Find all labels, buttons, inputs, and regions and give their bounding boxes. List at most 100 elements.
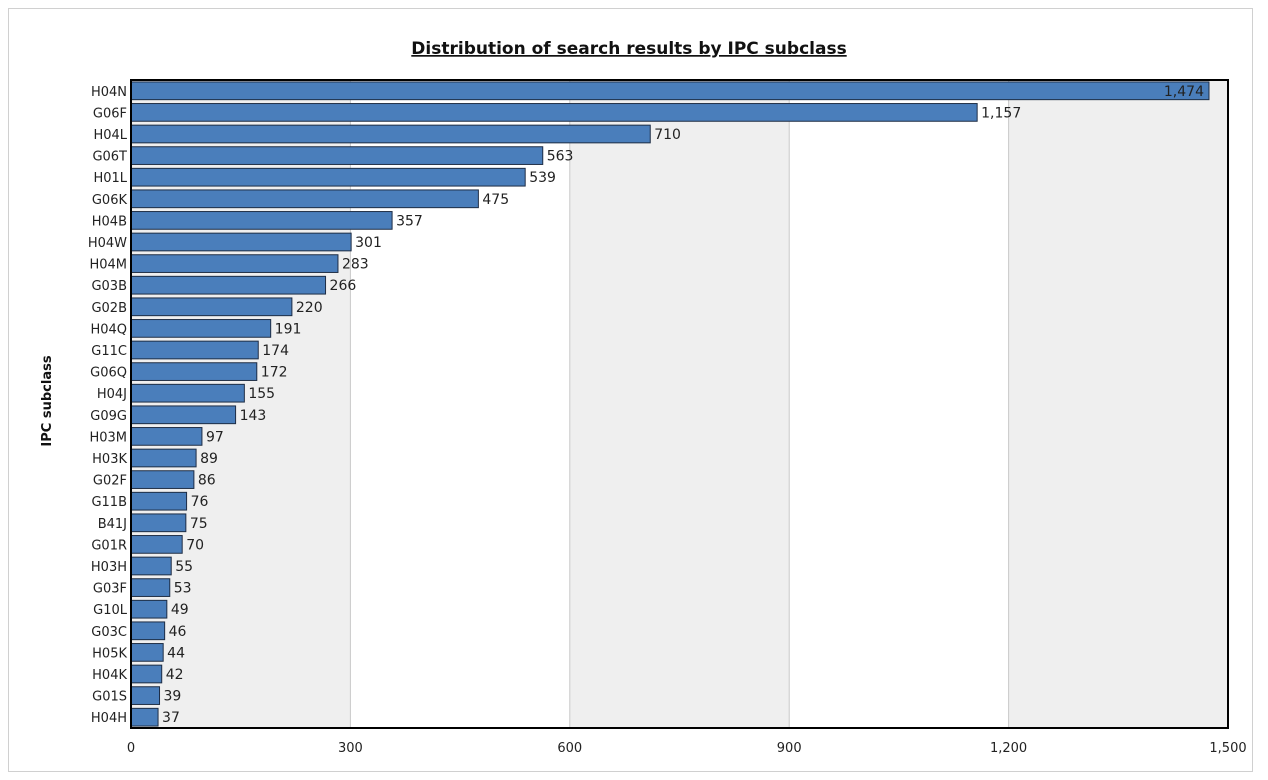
value-label: 46 bbox=[169, 624, 187, 640]
value-label: 89 bbox=[200, 451, 218, 467]
value-label: 283 bbox=[342, 257, 369, 273]
category-label: H05K bbox=[92, 646, 127, 661]
plot-band bbox=[569, 80, 790, 728]
category-label: H04H bbox=[91, 711, 127, 726]
bar-g03f[interactable] bbox=[130, 578, 171, 597]
bar-g03c[interactable] bbox=[130, 621, 166, 641]
plot-band bbox=[1008, 80, 1228, 728]
bar-g09g[interactable] bbox=[130, 405, 237, 425]
bar-h04k[interactable] bbox=[130, 664, 163, 684]
category-label: G03B bbox=[91, 279, 127, 294]
bar-h03k[interactable] bbox=[130, 448, 197, 468]
bar-b41j[interactable] bbox=[130, 513, 187, 533]
bar-h05k[interactable] bbox=[130, 643, 164, 662]
value-label: 563 bbox=[547, 149, 574, 165]
category-label: H04M bbox=[89, 258, 127, 273]
category-label: G03F bbox=[93, 582, 127, 597]
y-axis-title: IPC subclass bbox=[40, 355, 55, 446]
bars bbox=[130, 81, 1210, 727]
bar-h04j[interactable] bbox=[130, 383, 245, 403]
x-tick-labels: 0 300 600 900 1,200 1,500 bbox=[127, 741, 1247, 756]
category-label: G09G bbox=[90, 409, 127, 424]
bar-g10l[interactable] bbox=[130, 599, 168, 619]
category-label: H03M bbox=[89, 430, 127, 445]
value-label: 143 bbox=[240, 408, 267, 424]
category-label: G06K bbox=[92, 193, 128, 208]
bar-h04n[interactable] bbox=[130, 81, 1210, 101]
bar-h04m[interactable] bbox=[130, 254, 339, 273]
category-label: G06F bbox=[93, 106, 127, 121]
category-label: H03K bbox=[92, 452, 127, 467]
x-tick-label: 1,200 bbox=[990, 741, 1027, 756]
bar-g06f[interactable] bbox=[130, 103, 978, 122]
bar-g02b[interactable] bbox=[130, 297, 293, 317]
value-label: 220 bbox=[296, 300, 323, 316]
value-label: 39 bbox=[164, 689, 182, 705]
category-label: G10L bbox=[93, 603, 128, 618]
value-label: 75 bbox=[190, 516, 208, 532]
bar-h01l[interactable] bbox=[130, 167, 526, 187]
value-label: 191 bbox=[275, 321, 302, 337]
value-label: 49 bbox=[171, 602, 189, 618]
value-label: 76 bbox=[191, 494, 209, 510]
x-tick-label: 900 bbox=[777, 741, 802, 756]
value-label: 710 bbox=[654, 127, 681, 143]
bar-h04l[interactable] bbox=[130, 124, 651, 144]
plot-band bbox=[789, 80, 1009, 728]
plot-band bbox=[131, 80, 351, 728]
bar-g11b[interactable] bbox=[130, 491, 188, 511]
bar-g06t[interactable] bbox=[130, 146, 544, 165]
value-label: 42 bbox=[166, 667, 184, 683]
bar-g11c[interactable] bbox=[130, 340, 259, 360]
bar-h04h[interactable] bbox=[130, 707, 159, 727]
bar-h03m[interactable] bbox=[130, 427, 203, 446]
value-label: 53 bbox=[174, 581, 192, 597]
category-label: G02F bbox=[93, 474, 127, 489]
x-tick-label: 1,500 bbox=[1209, 741, 1246, 756]
bar-g02f[interactable] bbox=[130, 470, 195, 489]
category-label: H04N bbox=[91, 85, 127, 100]
gridlines bbox=[349, 80, 1010, 728]
category-labels: H04N G06F H04L G06T H01L G06K H04B H04W H04M G03B… bbox=[88, 85, 128, 726]
value-label: 174 bbox=[262, 343, 289, 359]
plot-background bbox=[131, 80, 1228, 728]
value-label: 357 bbox=[396, 213, 423, 229]
category-label: G06Q bbox=[90, 366, 127, 381]
value-label: 70 bbox=[186, 537, 204, 553]
bar-g06k[interactable] bbox=[130, 189, 479, 209]
bar-h03h[interactable] bbox=[130, 556, 172, 576]
category-label: G06T bbox=[92, 150, 127, 165]
bar-h04q[interactable] bbox=[130, 319, 272, 338]
x-tick-label: 600 bbox=[557, 741, 582, 756]
value-label: 1,474 bbox=[1164, 84, 1204, 100]
value-label: 55 bbox=[175, 559, 193, 575]
value-label: 97 bbox=[206, 429, 224, 445]
bar-g01r[interactable] bbox=[130, 535, 183, 554]
category-label: G02B bbox=[91, 301, 127, 316]
category-label: G11C bbox=[91, 344, 127, 359]
category-label: G01R bbox=[91, 538, 127, 553]
category-label: H04J bbox=[97, 387, 127, 402]
category-label: H01L bbox=[93, 171, 127, 186]
value-label: 475 bbox=[482, 192, 509, 208]
category-label: H03H bbox=[91, 560, 127, 575]
category-label: H04L bbox=[93, 128, 127, 143]
category-label: H04B bbox=[92, 214, 127, 229]
category-label: G01S bbox=[92, 690, 127, 705]
category-label: G11B bbox=[91, 495, 127, 510]
category-label: H04K bbox=[92, 668, 127, 683]
value-label: 1,157 bbox=[981, 105, 1021, 121]
value-label: 172 bbox=[261, 365, 288, 381]
category-label: G03C bbox=[91, 625, 127, 640]
bar-h04w[interactable] bbox=[130, 232, 352, 252]
bar-g03b[interactable] bbox=[130, 275, 327, 295]
value-label: 44 bbox=[167, 645, 185, 661]
category-label: B41J bbox=[98, 517, 127, 532]
x-tick-label: 0 bbox=[127, 741, 135, 756]
bar-h04b[interactable] bbox=[130, 211, 393, 230]
value-labels: 1,474 1,157 710 563 539 475 357 301 283 266 220 191… bbox=[162, 84, 1204, 726]
plot-border bbox=[130, 79, 1229, 729]
bar-g01s[interactable] bbox=[130, 686, 161, 705]
bar-g06q[interactable] bbox=[130, 362, 258, 381]
